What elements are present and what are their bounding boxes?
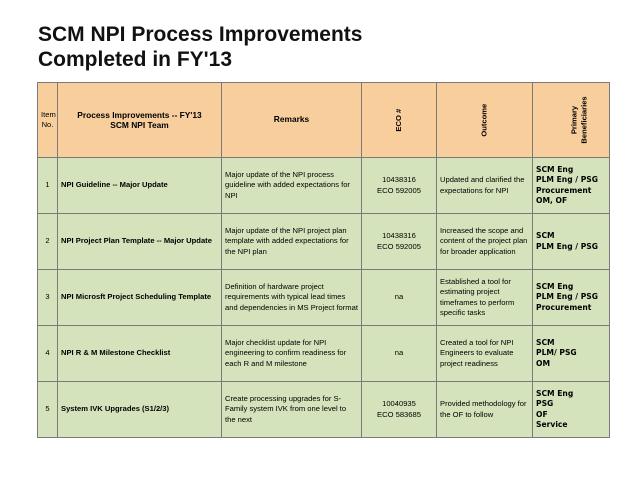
row-process: NPI Project Plan Template -- Major Updat… [57, 213, 222, 270]
header-remarks-label: Remarks [273, 114, 310, 125]
table-row: 1 NPI Guideline -- Major Update Major up… [37, 157, 610, 214]
page-title: SCM NPI Process Improvements Completed i… [38, 22, 362, 72]
row-number: 1 [37, 157, 58, 214]
row-eco-line: na [394, 348, 404, 358]
header-beneficiaries: Primary Beneficiaries [532, 82, 610, 158]
row-beneficiaries: SCM PLM/ PSG OM [532, 325, 610, 382]
header-beneficiaries-line1: Primary [569, 105, 579, 134]
row-outcome: Established a tool for estimating projec… [436, 269, 533, 326]
row-eco: 10040935 ECO 583685 [361, 381, 437, 438]
row-eco-line: 10438316 [382, 231, 416, 241]
row-number: 3 [37, 269, 58, 326]
row-beneficiaries: SCM PLM Eng / PSG [532, 213, 610, 270]
row-eco-line: 10438316 [382, 175, 416, 185]
beneficiary: Procurement [536, 185, 592, 195]
header-item-line1: Item [41, 109, 56, 119]
header-process-line2: SCM NPI Team [110, 120, 169, 130]
header-beneficiaries-label: Primary Beneficiaries [569, 96, 589, 143]
header-eco-label: ECO # [393, 108, 403, 132]
beneficiary: SCM [536, 231, 555, 241]
row-beneficiaries: SCM Eng PLM Eng / PSG Procurement [532, 269, 610, 326]
header-remarks: Remarks [221, 82, 362, 158]
table-row: 5 System IVK Upgrades (S1/2/3) Create pr… [37, 381, 610, 438]
row-eco-line: ECO 583685 [377, 409, 421, 419]
row-process: NPI Microsft Project Scheduling Template [57, 269, 222, 326]
beneficiary: PLM Eng / PSG [536, 241, 598, 251]
row-outcome: Updated and clarified the expectations f… [436, 157, 533, 214]
row-eco: 10438316 ECO 592005 [361, 213, 437, 270]
row-process: NPI Guideline -- Major Update [57, 157, 222, 214]
row-remarks: Major checklist update for NPI engineeri… [221, 325, 362, 382]
row-process: System IVK Upgrades (S1/2/3) [57, 381, 222, 438]
row-number: 2 [37, 213, 58, 270]
beneficiary: Procurement [536, 302, 592, 312]
table-row: 2 NPI Project Plan Template -- Major Upd… [37, 213, 610, 270]
beneficiary: PLM Eng / PSG [536, 292, 598, 302]
row-remarks: Definition of hardware project requireme… [221, 269, 362, 326]
row-eco-line: na [394, 292, 404, 302]
row-eco: na [361, 269, 437, 326]
beneficiary: SCM [536, 337, 555, 347]
row-remarks: Major update of the NPI project plan tem… [221, 213, 362, 270]
row-beneficiaries: SCM Eng PLM Eng / PSG Procurement OM, OF [532, 157, 610, 214]
header-item-no: Item No. [37, 82, 58, 158]
header-outcome-label: Outcome [479, 103, 489, 137]
process-improvements-table: Item No. Process Improvements -- FY'13 S… [37, 82, 610, 438]
row-eco-line: ECO 592005 [377, 185, 421, 195]
table-row: 3 NPI Microsft Project Scheduling Templa… [37, 269, 610, 326]
row-process: NPI R & M Milestone Checklist [57, 325, 222, 382]
header-process: Process Improvements -- FY'13 SCM NPI Te… [57, 82, 222, 158]
row-eco-line: 10040935 [382, 399, 416, 409]
row-outcome: Provided methodology for the OF to follo… [436, 381, 533, 438]
beneficiary: SCM Eng [536, 281, 574, 291]
beneficiary: PLM/ PSG [536, 348, 577, 358]
beneficiary: SCM Eng [536, 164, 574, 174]
title-line-2: Completed in FY'13 [38, 48, 233, 71]
row-remarks: Create processing upgrades for S-Family … [221, 381, 362, 438]
row-remarks: Major update of the NPI process guidelin… [221, 157, 362, 214]
header-eco: ECO # [361, 82, 437, 158]
beneficiary: OF [536, 409, 548, 419]
row-eco: na [361, 325, 437, 382]
beneficiary: PLM Eng / PSG [536, 175, 598, 185]
row-number: 5 [37, 381, 58, 438]
beneficiary: OM [536, 358, 551, 368]
beneficiary: OM, OF [536, 195, 568, 205]
header-item-line2: No. [41, 120, 54, 129]
table-row: 4 NPI R & M Milestone Checklist Major ch… [37, 325, 610, 382]
title-line-1: SCM NPI Process Improvements [38, 23, 363, 46]
beneficiary: SCM Eng [536, 388, 574, 398]
row-beneficiaries: SCM Eng PSG OF Service [532, 381, 610, 438]
header-beneficiaries-line2: Beneficiaries [579, 96, 589, 144]
header-outcome: Outcome [436, 82, 533, 158]
row-number: 4 [37, 325, 58, 382]
table-header-row: Item No. Process Improvements -- FY'13 S… [37, 82, 610, 158]
row-outcome: Increased the scope and content of the p… [436, 213, 533, 270]
row-eco-line: ECO 592005 [377, 241, 421, 251]
beneficiary: PSG [536, 399, 554, 409]
header-process-line1: Process Improvements -- FY'13 [77, 109, 202, 120]
row-eco: 10438316 ECO 592005 [361, 157, 437, 214]
row-outcome: Created a tool for NPI Engineers to eval… [436, 325, 533, 382]
beneficiary: Service [536, 419, 568, 429]
